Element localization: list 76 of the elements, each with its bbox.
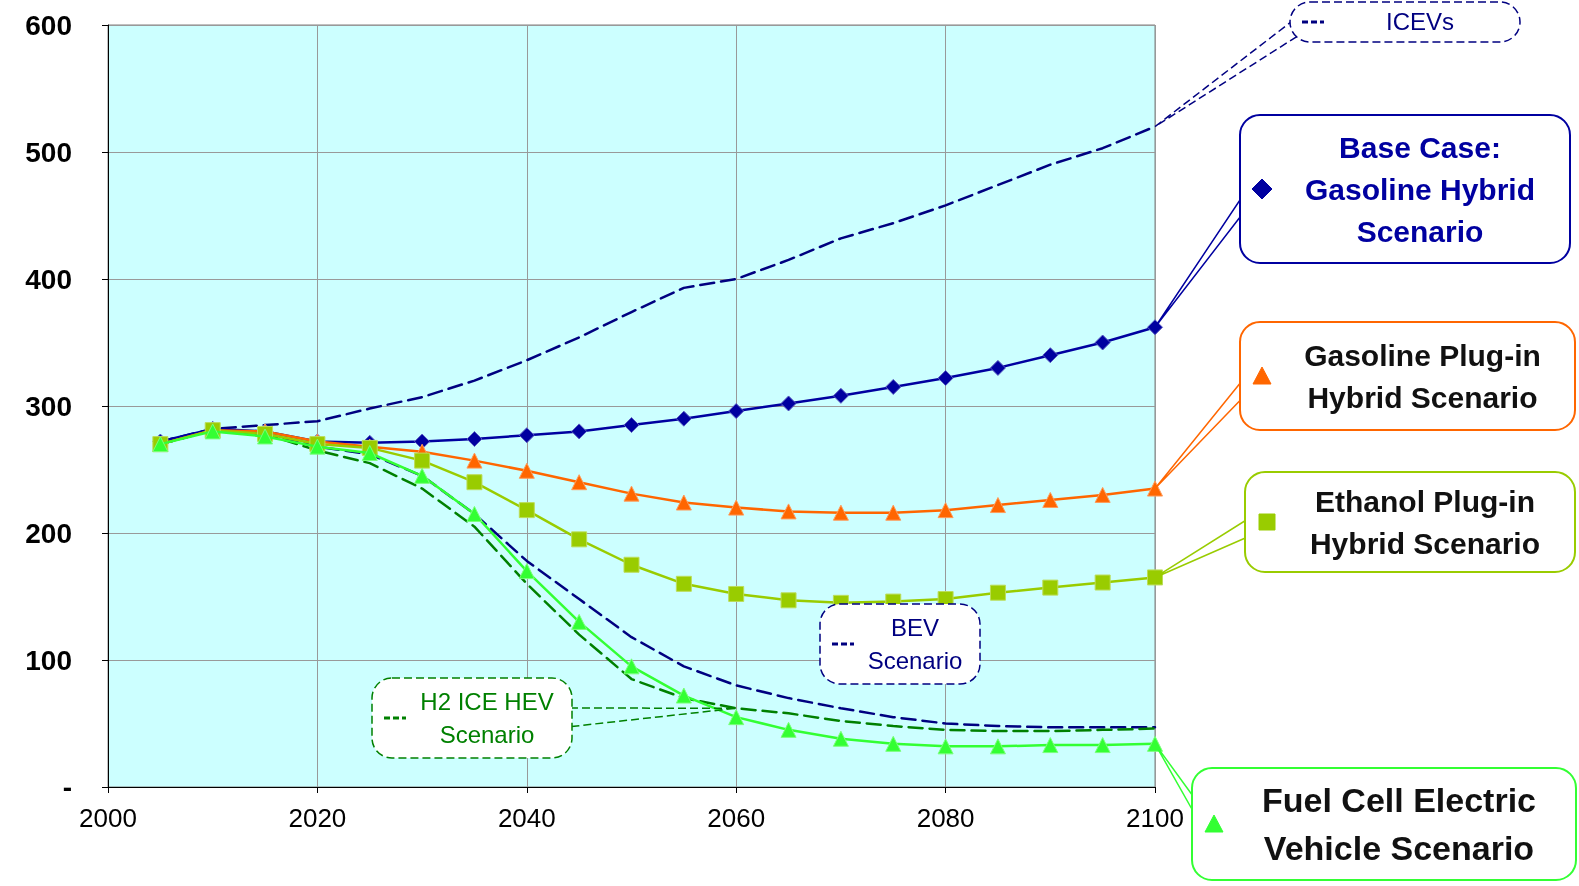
point [885,735,902,752]
point [832,387,849,404]
point [466,474,483,491]
point [885,504,902,521]
point [466,505,483,522]
point [571,423,588,440]
point [1147,319,1163,336]
point [937,738,954,755]
point [518,563,535,580]
point [623,658,640,675]
legend-label: Gasoline Plug-in Hybrid Scenario [1304,338,1541,414]
point [728,585,745,602]
point [675,494,692,511]
point [1094,486,1111,503]
x-tick-label: 2080 [916,803,975,833]
x-tick-label: 2040 [497,803,556,833]
point [937,370,954,387]
point [1147,735,1163,752]
point [832,504,849,521]
point [937,502,954,519]
point [1042,347,1059,364]
point [361,444,378,461]
point [414,452,431,469]
point [1042,737,1059,754]
point [518,427,535,444]
y-tick-label: 400 [25,263,72,295]
y-tick-label: 600 [25,9,72,41]
point [414,467,431,484]
y-tick-label: 300 [25,390,72,422]
y-tick-label: - [62,771,72,803]
point [728,499,745,516]
point [1042,491,1059,508]
point [780,592,797,609]
point [989,584,1006,601]
point [466,431,483,448]
point [623,417,640,434]
point [885,378,902,395]
point [728,709,745,726]
point [728,403,745,420]
point [518,462,535,479]
point [466,452,483,469]
point [989,738,1006,755]
legend-label: Ethanol Plug-in Hybrid Scenario [1309,484,1541,560]
point [675,575,692,592]
point [989,497,1006,514]
x-tick-label: 2060 [707,803,766,833]
text: Base Case: Gasoline Hybrid Scenario [1304,130,1536,248]
point [675,410,692,427]
legend-label: Fuel Cell Electric Vehicle Scenario [1262,781,1536,867]
point [1094,574,1111,591]
series-label: BEV Scenario [867,613,963,675]
point [989,359,1006,376]
y-tick-label: 500 [25,136,72,168]
point [675,687,692,704]
x-tick-label: 2020 [288,803,347,833]
point [571,474,588,491]
legend-label: H2 ICE HEV Scenario [420,687,554,749]
point [623,485,640,502]
y-tick-label: 200 [25,517,72,549]
point [780,503,797,520]
text: ICEVs [1385,8,1455,36]
point [518,502,535,519]
point [1042,579,1059,596]
point [1094,334,1111,351]
y-tick-label: 100 [25,644,72,676]
point [571,613,588,630]
point [780,721,797,738]
x-tick-label: 2000 [79,803,137,833]
point [780,395,797,412]
x-tick-label: 2100 [1126,803,1184,833]
point [623,556,640,573]
point [1147,480,1163,497]
point [571,531,588,548]
point [1094,737,1111,754]
point [832,730,849,747]
point [1147,569,1163,586]
